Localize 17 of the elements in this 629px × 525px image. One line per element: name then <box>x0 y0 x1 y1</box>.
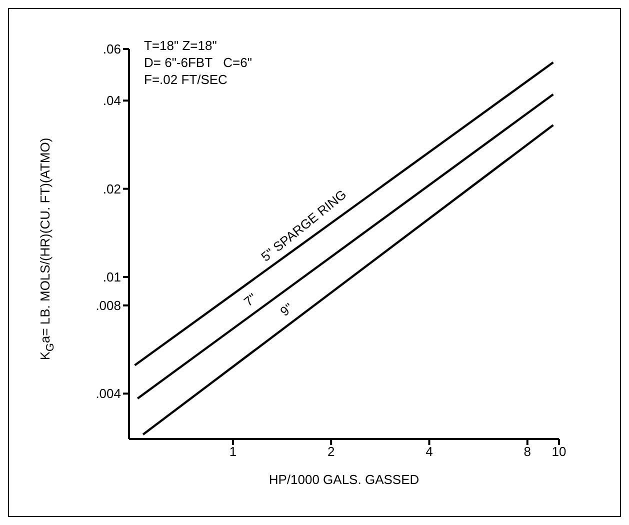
y-tick-label: .004 <box>96 386 121 402</box>
x-tick-label: 1 <box>229 444 237 460</box>
annotation: F=.02 FT/SEC <box>144 71 228 88</box>
y-tick-label: .06 <box>102 42 121 57</box>
x-tick-label: 4 <box>426 444 433 460</box>
y-tick-label: .008 <box>96 298 121 314</box>
x-axis-title: HP/1000 GALS. GASSED <box>268 472 420 487</box>
annotation: 9" <box>277 300 296 320</box>
x-tick-label: 2 <box>327 444 335 460</box>
annotation: T=18" Z=18" <box>144 37 218 54</box>
annotation: 7" <box>240 290 260 310</box>
y-tick-label: .01 <box>102 270 121 285</box>
x-tick-label: 10 <box>552 444 566 460</box>
annotation: D= 6"-6FBT C=6" <box>144 54 252 71</box>
x-tick-label: 8 <box>524 444 532 460</box>
y-tick-label: .02 <box>102 181 121 196</box>
y-tick-label: .04 <box>102 93 121 108</box>
